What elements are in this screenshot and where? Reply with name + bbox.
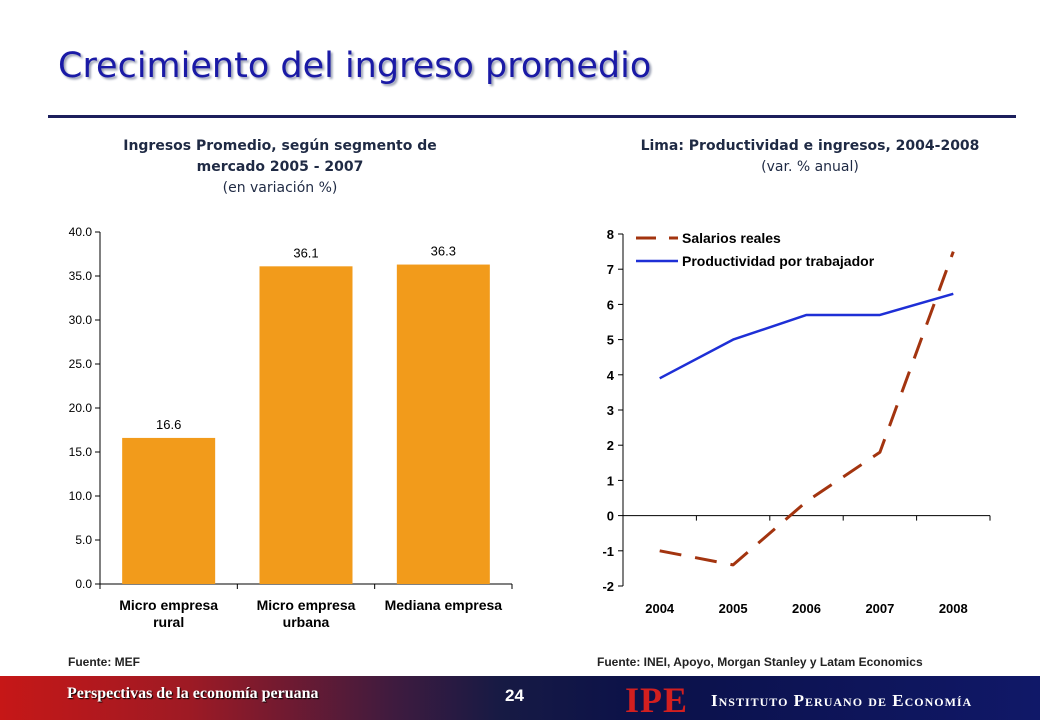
right-chart-header: Lima: Productividad e ingresos, 2004-200… [590, 136, 1030, 178]
bar-category-label: Mediana empresa [385, 597, 503, 613]
bar-category-label: rural [153, 614, 184, 630]
line-y-tick-label: 1 [607, 473, 614, 488]
bar-y-tick-label: 0.0 [75, 577, 92, 591]
line-x-tick-label: 2004 [645, 601, 675, 616]
line-x-tick-label: 2008 [939, 601, 968, 616]
title-divider [48, 115, 1016, 118]
legend-label: Salarios reales [682, 230, 781, 246]
line-y-tick-label: 0 [607, 509, 614, 524]
bar [396, 264, 490, 584]
bar-y-tick-label: 10.0 [69, 489, 93, 503]
line-y-tick-label: 7 [607, 262, 614, 277]
bar-y-tick-label: 20.0 [69, 401, 93, 415]
line-y-tick-label: 6 [607, 297, 614, 312]
bar [259, 266, 353, 584]
footer-title: Perspectivas de la economía peruana [67, 685, 319, 702]
right-chart-title: Lima: Productividad e ingresos, 2004-200… [640, 138, 980, 154]
left-chart-subtitle: (en variación %) [222, 180, 338, 196]
bar-category-label: Micro empresa [257, 597, 356, 613]
line-y-tick-label: 3 [607, 403, 614, 418]
bar [122, 437, 216, 584]
bar-data-label: 36.1 [293, 245, 318, 260]
page-number: 24 [505, 686, 524, 705]
line-x-tick-label: 2006 [792, 601, 821, 616]
line-y-tick-label: 4 [607, 368, 615, 383]
line-x-tick-label: 2005 [719, 601, 748, 616]
left-chart-header: Ingresos Promedio, según segmento de mer… [90, 136, 470, 199]
left-chart-title-line1: Ingresos Promedio, según segmento de [123, 138, 437, 154]
bar-y-tick-label: 30.0 [69, 313, 93, 327]
bar-data-label: 36.3 [431, 244, 456, 259]
left-chart-title-line2: mercado 2005 - 2007 [196, 159, 364, 175]
bar-y-tick-label: 5.0 [75, 533, 92, 547]
line-y-tick-label: 5 [607, 333, 614, 348]
left-chart-source: Fuente: MEF [68, 655, 140, 669]
institute-name: Instituto Peruano de Economía [711, 691, 973, 710]
productividad-line [659, 292, 954, 380]
bar-data-label: 16.6 [156, 417, 181, 432]
footer-bar: Perspectivas de la economía peruana 24 I… [0, 676, 1040, 720]
ipe-logo: IPE [625, 680, 689, 720]
bar-category-label: urbana [283, 614, 330, 630]
bar-y-tick-label: 40.0 [69, 225, 93, 239]
bar-y-tick-label: 35.0 [69, 269, 93, 283]
line-y-tick-label: -1 [602, 544, 614, 559]
right-chart-subtitle: (var. % anual) [761, 159, 859, 175]
line-x-tick-label: 2007 [865, 601, 894, 616]
right-chart-source: Fuente: INEI, Apoyo, Morgan Stanley y La… [597, 655, 923, 669]
line-y-tick-label: -2 [602, 579, 614, 594]
legend-label: Productividad por trabajador [682, 253, 875, 269]
salarios-reales-line [659, 251, 955, 567]
line-y-tick-label: 8 [607, 227, 614, 242]
bar-category-label: Micro empresa [119, 597, 218, 613]
line-y-tick-label: 2 [607, 438, 614, 453]
bar-y-tick-label: 25.0 [69, 357, 93, 371]
bar-y-tick-label: 15.0 [69, 445, 93, 459]
slide-title: Crecimiento del ingreso promedio [58, 46, 652, 86]
